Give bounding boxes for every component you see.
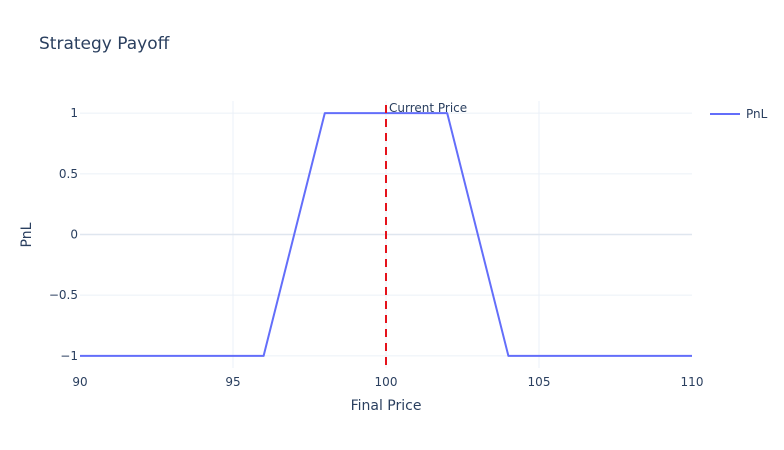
x-tick-label: 90 (72, 375, 87, 389)
legend-label-pnl: PnL (746, 107, 768, 121)
x-tick-label: 100 (375, 375, 398, 389)
series-layer (80, 112, 692, 357)
annotation-layer: Current Price (385, 101, 467, 368)
y-tick-label: −1 (60, 349, 78, 363)
y-axis-label: PnL (19, 222, 35, 247)
series-line-pnl (80, 112, 692, 357)
y-tick-label: −0.5 (49, 288, 78, 302)
legend-swatch-pnl (710, 113, 740, 115)
y-tick-label: 0.5 (59, 167, 78, 181)
tick-layer: 90 95 100 105 110 1 0.5 0 −0.5 −1 (49, 106, 704, 389)
x-tick-label: 105 (528, 375, 551, 389)
x-axis-label: Final Price (351, 398, 422, 414)
legend[interactable]: PnL (710, 107, 767, 121)
chart-title: Strategy Payoff (39, 34, 170, 54)
y-tick-label: 1 (70, 106, 78, 120)
current-price-label: Current Price (389, 101, 467, 115)
y-tick-label: 0 (70, 228, 78, 242)
x-tick-label: 95 (225, 375, 240, 389)
x-tick-label: 110 (681, 375, 704, 389)
